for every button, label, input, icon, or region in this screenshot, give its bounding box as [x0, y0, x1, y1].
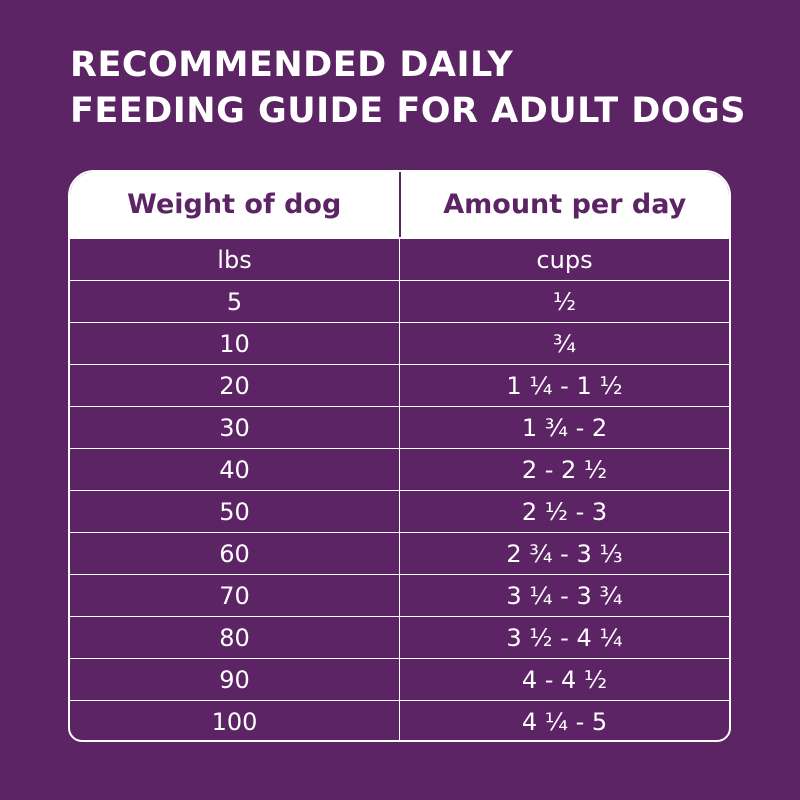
table-row: 70 3 ¼ - 3 ¾ [70, 574, 729, 616]
table-row: 10 ¾ [70, 322, 729, 364]
weight-cell: 30 [70, 407, 400, 448]
header-weight: Weight of dog [70, 172, 401, 237]
amount-cell: 4 ¼ - 5 [521, 707, 608, 736]
weight-cell: 40 [70, 449, 400, 490]
amount-cell: ½ [552, 287, 577, 316]
amount-cell: 3 ¼ - 3 ¾ [506, 581, 623, 610]
page-title: RECOMMENDED DAILY FEEDING GUIDE FOR ADUL… [70, 42, 746, 134]
table-body: lbs cups 5 ½ 10 ¾ 20 1 ¼ - 1 ½ 30 1 ¾ - … [70, 239, 729, 740]
table-row: 60 2 ¾ - 3 ⅓ [70, 532, 729, 574]
units-row: lbs cups [70, 239, 729, 280]
weight-cell: 80 [70, 617, 400, 658]
amount-cell: 4 - 4 ½ [521, 665, 608, 694]
table-header: Weight of dog Amount per day [70, 172, 729, 239]
weight-cell: 50 [70, 491, 400, 532]
title-line-2: FEEDING GUIDE FOR ADULT DOGS [70, 91, 746, 131]
amount-cell: 2 ½ - 3 [521, 497, 608, 526]
table-row: 40 2 - 2 ½ [70, 448, 729, 490]
weight-cell: 70 [70, 575, 400, 616]
weight-cell: 100 [70, 701, 400, 740]
title-line-1: RECOMMENDED DAILY [70, 45, 514, 85]
table-row: 5 ½ [70, 280, 729, 322]
amount-cell: ¾ [552, 329, 577, 358]
unit-weight: lbs [70, 239, 400, 280]
header-amount: Amount per day [443, 189, 687, 220]
table-row: 100 4 ¼ - 5 [70, 700, 729, 740]
amount-cell: 2 - 2 ½ [521, 455, 608, 484]
weight-cell: 10 [70, 323, 400, 364]
table-row: 20 1 ¼ - 1 ½ [70, 364, 729, 406]
amount-cell: 2 ¾ - 3 ⅓ [506, 539, 623, 568]
amount-cell: 1 ¾ - 2 [521, 413, 608, 442]
table-row: 90 4 - 4 ½ [70, 658, 729, 700]
amount-cell: 1 ¼ - 1 ½ [506, 371, 623, 400]
table-row: 50 2 ½ - 3 [70, 490, 729, 532]
feeding-table: Weight of dog Amount per day lbs cups 5 … [68, 170, 731, 742]
weight-cell: 60 [70, 533, 400, 574]
weight-cell: 20 [70, 365, 400, 406]
weight-cell: 5 [70, 281, 400, 322]
table-row: 30 1 ¾ - 2 [70, 406, 729, 448]
table-row: 80 3 ½ - 4 ¼ [70, 616, 729, 658]
unit-amount: cups [536, 245, 593, 274]
weight-cell: 90 [70, 659, 400, 700]
amount-cell: 3 ½ - 4 ¼ [506, 623, 623, 652]
